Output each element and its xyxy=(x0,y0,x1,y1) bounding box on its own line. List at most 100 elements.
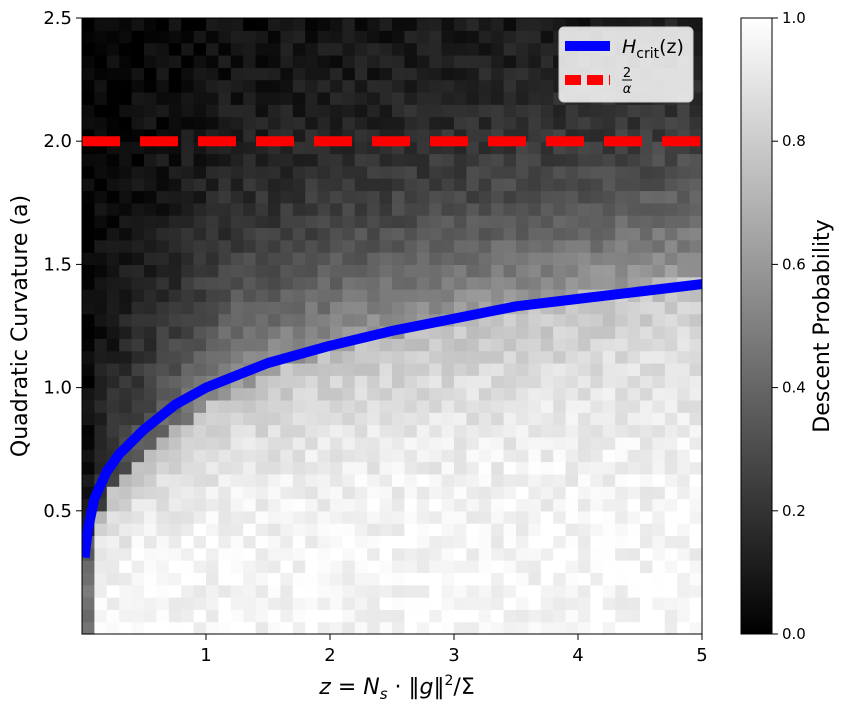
heatmap-cell xyxy=(168,597,182,610)
heatmap-cell xyxy=(317,202,331,216)
heatmap-cell xyxy=(528,153,542,167)
heatmap-cell xyxy=(354,387,368,401)
heatmap-cell xyxy=(441,461,455,475)
heatmap-cell xyxy=(206,104,219,118)
heatmap-cell xyxy=(416,473,430,487)
heatmap-cell xyxy=(454,54,467,68)
heatmap-cell xyxy=(330,116,343,130)
heatmap-cell xyxy=(379,313,393,327)
heatmap-cell xyxy=(429,510,443,524)
heatmap-cell xyxy=(516,178,529,192)
heatmap-cell xyxy=(429,362,443,376)
x-tick-label: 1 xyxy=(200,645,211,666)
heatmap-cell xyxy=(330,30,343,44)
heatmap-cell xyxy=(578,239,591,253)
heatmap-cell xyxy=(230,498,244,512)
heatmap-cell xyxy=(652,350,666,364)
heatmap-cell xyxy=(429,165,443,179)
heatmap-cell xyxy=(131,239,145,253)
heatmap-cell xyxy=(540,547,554,561)
heatmap-cell xyxy=(615,473,629,487)
heatmap-cell xyxy=(119,523,133,537)
heatmap-cell xyxy=(416,387,430,401)
heatmap-cell xyxy=(193,178,207,192)
heatmap-cell xyxy=(466,362,480,376)
heatmap-cell xyxy=(478,91,492,105)
heatmap-cell xyxy=(528,313,542,327)
heatmap-cell xyxy=(392,313,405,327)
heatmap-cell xyxy=(627,252,641,265)
heatmap-cell xyxy=(131,153,145,167)
heatmap-cell xyxy=(131,535,145,549)
heatmap-cell xyxy=(230,560,244,573)
heatmap-cell xyxy=(193,54,207,68)
heatmap-cell xyxy=(305,498,319,512)
heatmap-cell xyxy=(454,252,467,265)
heatmap-cell xyxy=(578,264,591,278)
heatmap-cell xyxy=(255,498,269,512)
heatmap-cell xyxy=(516,461,529,475)
heatmap-cell xyxy=(441,572,455,586)
heatmap-cell xyxy=(230,473,244,487)
heatmap-cell xyxy=(615,436,629,450)
heatmap-cell xyxy=(516,252,529,265)
heatmap-cell xyxy=(181,338,195,352)
heatmap-cell xyxy=(168,486,182,500)
heatmap-cell xyxy=(94,387,108,401)
heatmap-cell xyxy=(379,375,393,389)
heatmap-cell xyxy=(243,252,257,265)
heatmap-cell xyxy=(677,252,691,265)
heatmap-cell xyxy=(565,202,579,216)
heatmap-cell xyxy=(82,276,95,290)
heatmap-cell xyxy=(466,609,480,623)
heatmap-cell xyxy=(181,584,195,598)
heatmap-cell xyxy=(168,523,182,537)
heatmap-cell xyxy=(243,399,257,413)
heatmap-cell xyxy=(119,510,133,524)
heatmap-cell xyxy=(627,621,641,635)
heatmap-cell xyxy=(664,153,678,167)
heatmap-cell xyxy=(106,91,120,105)
heatmap-cell xyxy=(82,572,95,586)
heatmap-cell xyxy=(689,461,703,475)
heatmap-cell xyxy=(94,412,108,426)
heatmap-cell xyxy=(119,42,133,56)
heatmap-cell xyxy=(640,584,653,598)
heatmap-cell xyxy=(540,165,554,179)
heatmap-cell xyxy=(330,461,343,475)
heatmap-cell xyxy=(540,42,554,56)
heatmap-cell xyxy=(317,523,331,537)
heatmap-cell xyxy=(156,313,170,327)
heatmap-cell xyxy=(94,215,108,229)
heatmap-cell xyxy=(292,510,306,524)
heatmap-cell xyxy=(615,350,629,364)
heatmap-cell xyxy=(441,116,455,130)
heatmap-cell xyxy=(342,91,356,105)
heatmap-cell xyxy=(131,399,145,413)
colorbar-gradient xyxy=(740,17,773,635)
heatmap-cell xyxy=(330,362,343,376)
heatmap-cell xyxy=(516,30,529,44)
heatmap-cell xyxy=(540,473,554,487)
heatmap-cell xyxy=(652,424,666,438)
heatmap-cell xyxy=(503,461,517,475)
heatmap-cell xyxy=(590,116,604,130)
heatmap-cell xyxy=(404,30,418,44)
heatmap-cell xyxy=(181,42,195,56)
heatmap-cell xyxy=(218,560,232,573)
heatmap-cell xyxy=(664,116,678,130)
heatmap-cell xyxy=(540,116,554,130)
heatmap-cell xyxy=(466,215,480,229)
heatmap-cell xyxy=(590,424,604,438)
heatmap-cell xyxy=(404,301,418,315)
heatmap-cell xyxy=(94,350,108,364)
heatmap-cell xyxy=(379,584,393,598)
heatmap-cell xyxy=(330,276,343,290)
heatmap-cell xyxy=(230,510,244,524)
heatmap-cell xyxy=(677,239,691,253)
heatmap-cell xyxy=(305,584,319,598)
heatmap-cell xyxy=(354,535,368,549)
heatmap-cell xyxy=(466,486,480,500)
heatmap-cell xyxy=(367,153,381,167)
heatmap-cell xyxy=(206,535,219,549)
